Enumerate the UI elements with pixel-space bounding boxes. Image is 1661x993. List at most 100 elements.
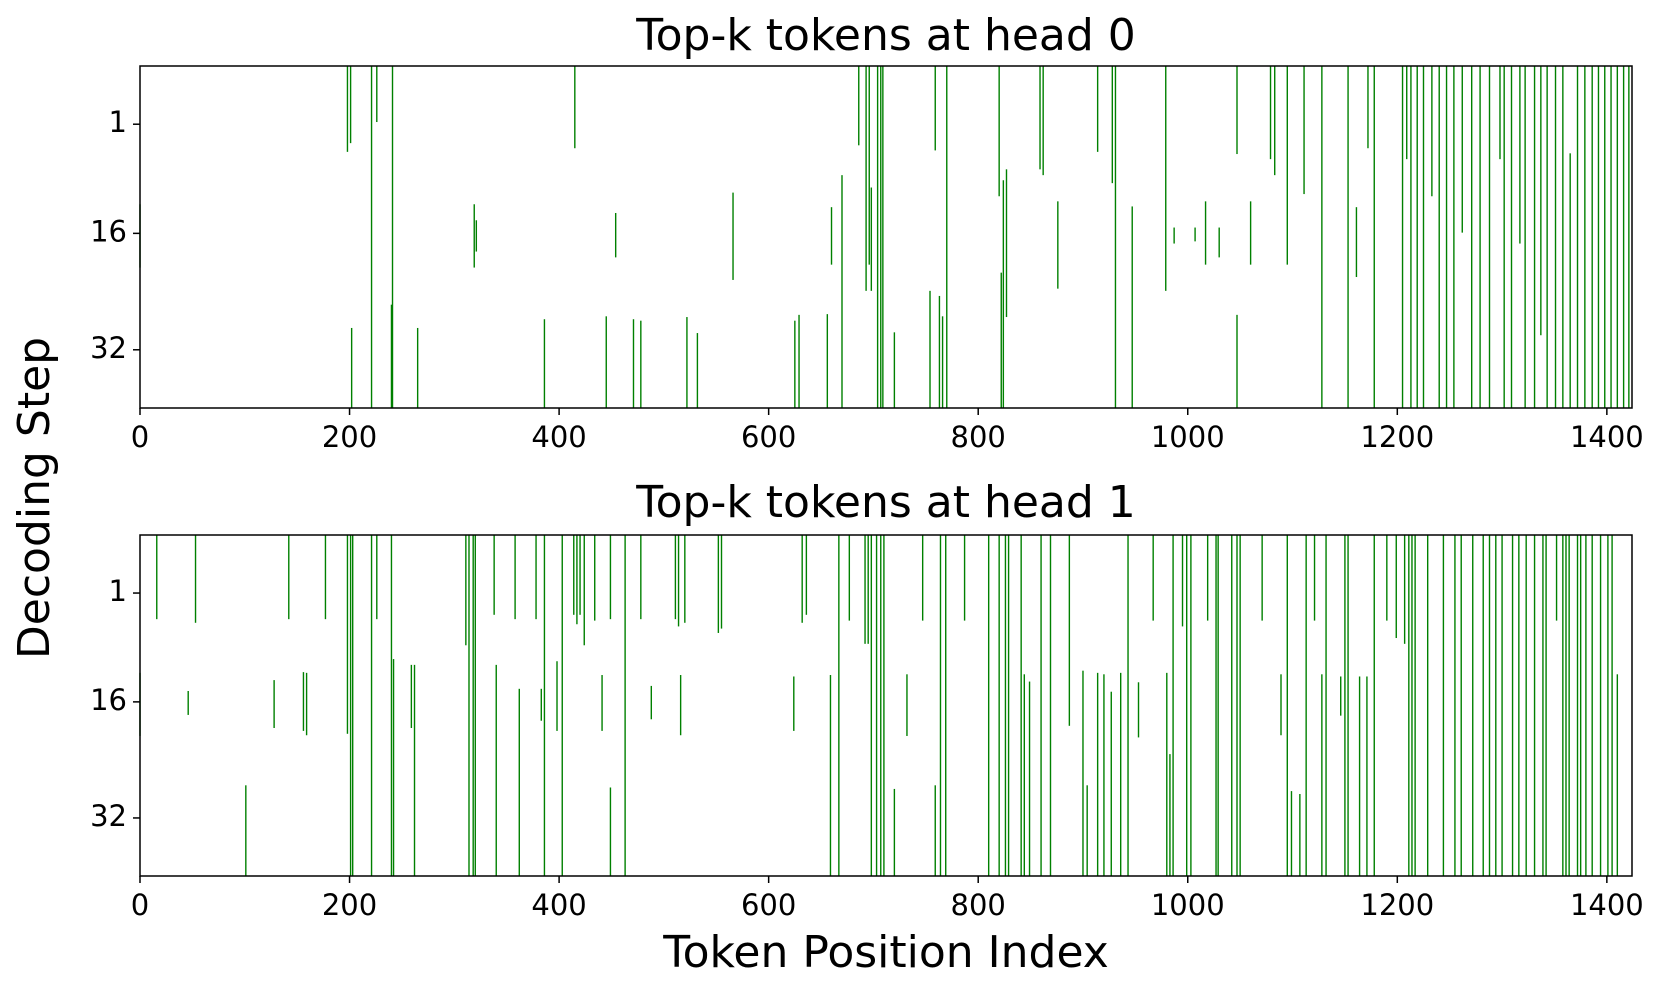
token-segment — [848, 535, 851, 621]
token-segment — [998, 66, 1000, 197]
token-segment — [473, 204, 475, 268]
token-segment — [1131, 206, 1133, 408]
token-segment — [392, 659, 395, 876]
token-segment — [640, 535, 642, 620]
token-segment — [1403, 535, 1406, 644]
token-segment — [474, 535, 476, 876]
token-segment — [1569, 153, 1571, 408]
token-segment — [1470, 66, 1473, 408]
token-segment — [390, 535, 393, 876]
token-segment — [518, 688, 520, 876]
y-tick-label: 32 — [90, 331, 127, 365]
token-segment — [882, 66, 884, 408]
token-segment — [1269, 66, 1272, 160]
token-segment — [1127, 535, 1129, 876]
token-segment — [870, 187, 873, 291]
token-segment — [1236, 314, 1238, 408]
token-segment — [1386, 535, 1388, 621]
token-segment — [156, 535, 158, 620]
token-segment — [1442, 535, 1445, 876]
x-tick-label: 600 — [741, 888, 796, 922]
token-segment — [601, 675, 603, 731]
token-segment — [1004, 535, 1007, 876]
token-segment — [1344, 535, 1346, 876]
token-segment — [1628, 66, 1630, 408]
token-segment — [1554, 66, 1557, 408]
token-segment — [1325, 535, 1327, 876]
token-segment — [302, 672, 305, 731]
token-segment — [376, 535, 378, 620]
token-segment — [410, 664, 413, 728]
token-segment — [543, 535, 546, 876]
token-segment — [350, 327, 353, 408]
token-segment — [939, 535, 942, 876]
token-segment — [883, 535, 885, 876]
token-segment — [346, 66, 349, 152]
token-segment — [351, 535, 354, 876]
token-segment — [573, 535, 575, 615]
token-segment — [1290, 791, 1293, 876]
token-segment — [941, 316, 944, 408]
token-segment — [1519, 66, 1521, 244]
token-segment — [1576, 535, 1579, 876]
token-segment — [579, 535, 581, 615]
token-segment — [1249, 201, 1252, 265]
token-segment — [1525, 535, 1527, 876]
token-segment — [1042, 66, 1044, 176]
token-segment — [1172, 535, 1174, 876]
token-segment — [1204, 201, 1207, 265]
token-segment — [945, 535, 947, 876]
x-tick-label: 800 — [951, 888, 1006, 922]
token-segment — [1057, 201, 1059, 289]
token-segment — [543, 319, 546, 408]
token-segment — [1347, 66, 1349, 408]
token-segment — [1499, 66, 1501, 160]
token-segment — [1408, 535, 1410, 876]
token-segment — [1576, 66, 1579, 408]
token-segment — [934, 66, 936, 151]
token-segment — [1591, 66, 1593, 408]
token-segment — [1299, 794, 1301, 876]
token-segment — [370, 66, 373, 408]
y-tick-label: 16 — [90, 683, 127, 717]
token-segment — [1562, 66, 1564, 408]
x-tick-label: 0 — [131, 420, 149, 454]
token-segment — [1340, 676, 1342, 716]
token-segment — [495, 664, 497, 876]
token-segment — [1286, 535, 1288, 876]
token-segment — [867, 535, 869, 644]
token-segment — [1347, 535, 1349, 876]
token-segment — [1181, 535, 1184, 627]
token-segment — [1524, 66, 1526, 408]
token-segment — [1414, 535, 1416, 876]
token-segment — [1472, 535, 1474, 876]
token-segment — [829, 675, 832, 876]
token-segment — [632, 319, 635, 408]
token-segment — [830, 207, 833, 265]
token-segment — [1545, 535, 1547, 876]
token-segment — [893, 332, 896, 408]
token-segment — [1410, 66, 1412, 408]
token-segment — [1585, 535, 1587, 876]
token-segment — [1426, 535, 1429, 876]
token-segment — [1114, 66, 1117, 408]
token-segment — [1540, 66, 1542, 336]
token-segment — [1395, 535, 1397, 639]
token-segment — [1510, 66, 1513, 408]
token-segment — [1610, 66, 1612, 408]
token-segment — [376, 66, 378, 123]
token-segment — [1591, 535, 1593, 876]
token-segment — [1261, 535, 1263, 621]
token-segment — [416, 327, 419, 408]
token-segment — [865, 66, 867, 291]
x-tick-label: 0 — [131, 888, 149, 922]
token-segment — [1005, 169, 1008, 318]
token-segment — [1028, 681, 1031, 876]
token-segment — [1023, 674, 1026, 876]
token-segment — [1555, 535, 1558, 621]
token-segment — [493, 535, 495, 615]
token-segment — [1488, 535, 1491, 876]
token-segment — [324, 535, 327, 620]
token-segment — [187, 690, 189, 715]
